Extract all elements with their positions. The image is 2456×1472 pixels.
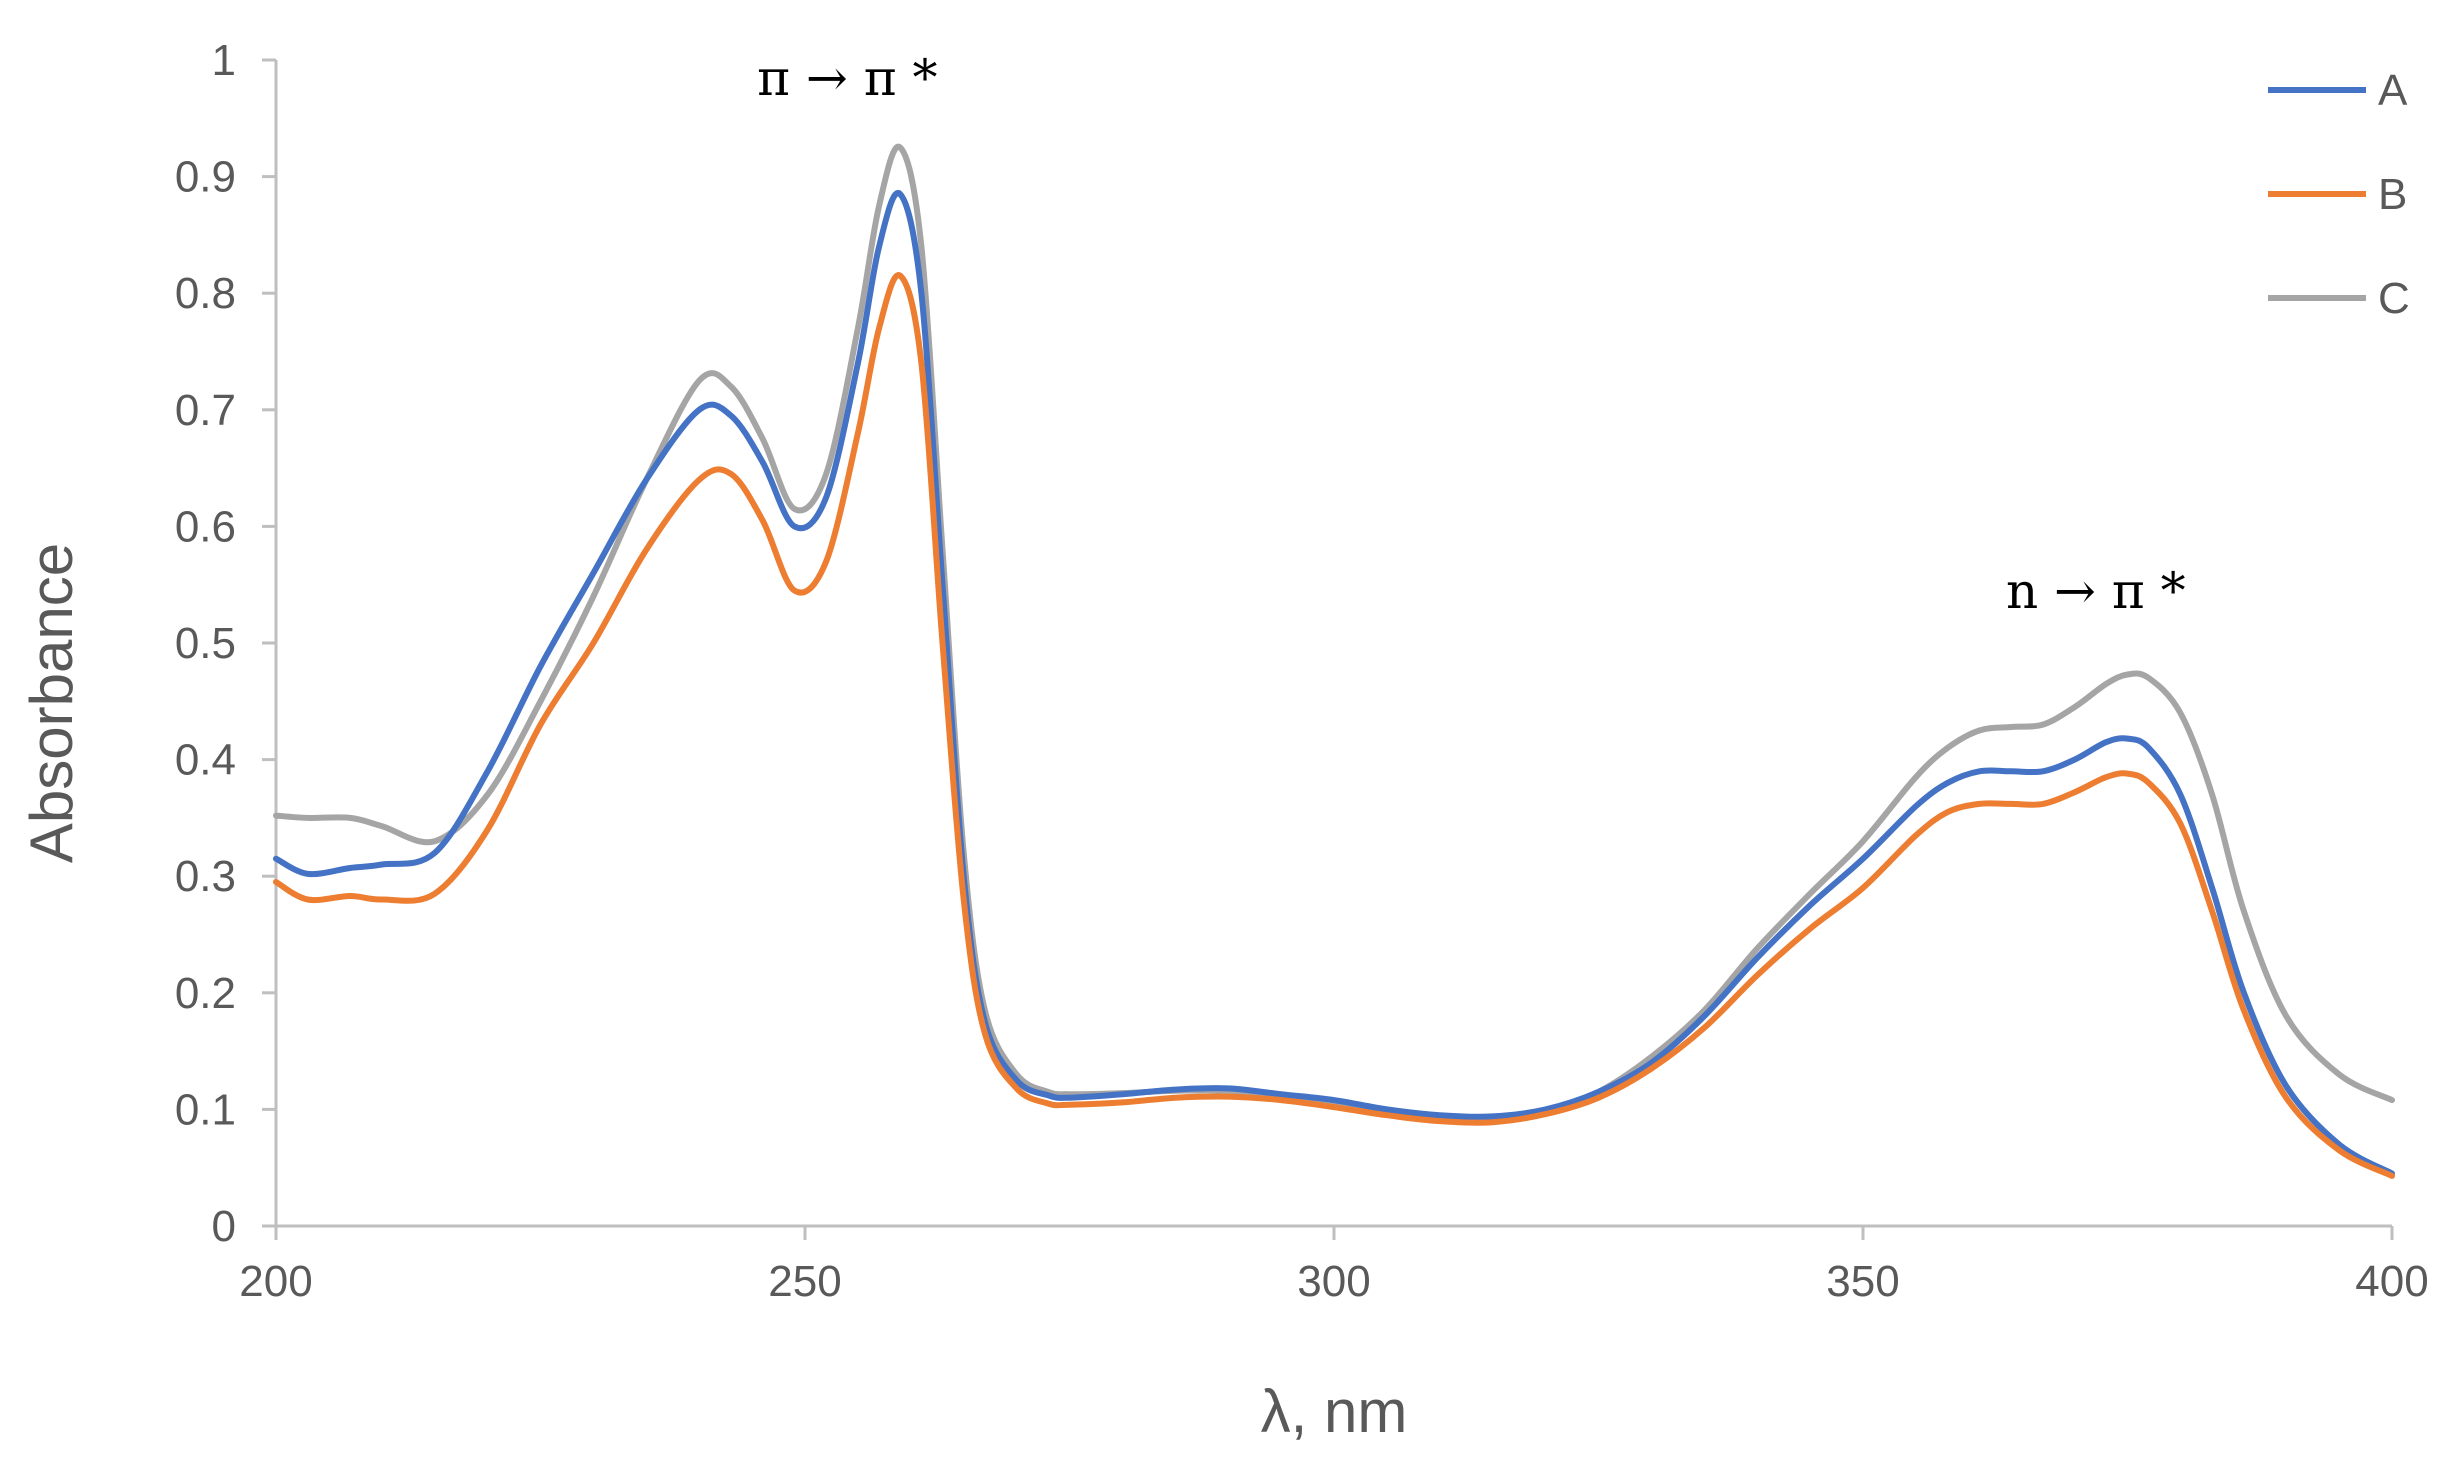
- y-tick-label: 0.3: [175, 852, 236, 901]
- series-line-c: [273, 143, 2395, 1123]
- series-line-b: [273, 272, 2395, 1179]
- y-tick-label: 0.8: [175, 269, 236, 318]
- y-tick-label: 1: [212, 36, 236, 85]
- axes-group: 0 0.1 0.2 0.3 0.4 0.5 0.6 0.7 0.8 0.9 1 200 250 300 35…: [175, 36, 2429, 1306]
- series-lines-group: [273, 143, 2395, 1179]
- y-axis-title: Absorbance: [18, 543, 85, 863]
- x-tick-label: 350: [1826, 1257, 1899, 1306]
- y-tick-label: 0.9: [175, 153, 236, 202]
- annotation-pi-pi-star: π → π *: [757, 49, 937, 107]
- y-tick-label: 0.1: [175, 1085, 236, 1134]
- y-tick-label: 0.5: [175, 619, 236, 668]
- series-line-a: [273, 189, 2395, 1177]
- x-tick-label: 300: [1297, 1257, 1370, 1306]
- annotation-n-pi-star: n → π *: [2006, 562, 2186, 620]
- y-tick-label: 0.6: [175, 502, 236, 551]
- y-tick-label: 0: [212, 1202, 236, 1251]
- y-tick-label: 0.7: [175, 386, 236, 435]
- x-tick-label: 250: [768, 1257, 841, 1306]
- legend-label-b: B: [2378, 170, 2407, 219]
- legend-label-a: A: [2378, 66, 2408, 115]
- x-tick-label: 400: [2355, 1257, 2428, 1306]
- x-tick-label: 200: [239, 1257, 312, 1306]
- x-axis-title: λ, nm: [1261, 1378, 1408, 1445]
- y-tick-label: 0.2: [175, 969, 236, 1018]
- y-tick-label: 0.4: [175, 736, 236, 785]
- legend: A B C: [2268, 66, 2410, 323]
- legend-label-c: C: [2378, 274, 2410, 323]
